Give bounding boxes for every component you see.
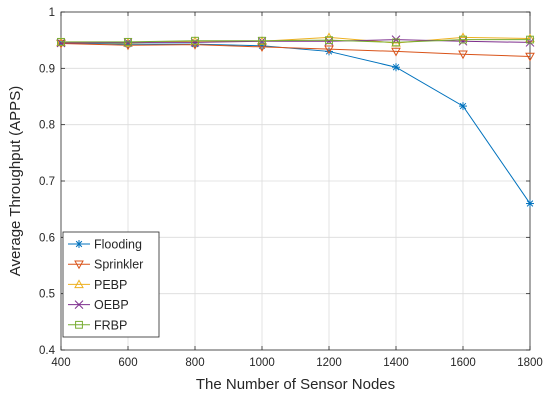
triangle-up-marker [525,33,535,43]
square-marker [258,36,266,45]
x-tick-label: 800 [185,357,204,369]
series-line [60,42,531,204]
x-tick-label: 1600 [450,357,476,369]
series-line [60,43,531,58]
x-tick-label: 1800 [517,357,543,369]
asterisk-marker [526,199,534,208]
y-tick-label: 0.8 [39,120,55,132]
series-group [56,32,535,208]
series-line [61,39,530,43]
triangle-down-marker [56,39,66,49]
asterisk-marker [392,63,400,72]
x-tick-label: 1400 [383,357,409,369]
legend: Flooding Sprinkler PEBP OEBP FRBP [62,231,160,338]
asterisk-marker [75,240,83,248]
series-line [60,39,531,44]
x-tick-label: 400 [51,357,70,369]
square-marker [325,36,333,45]
triangle-down-marker [525,52,535,62]
legend-label: Flooding [94,238,142,252]
x-marker [74,300,84,309]
square-marker [526,35,534,44]
square-marker [459,35,467,44]
square-marker [75,320,83,329]
square-marker [124,37,132,46]
legend-item: PEBP [68,278,127,292]
series-oebp [56,35,535,48]
legend-item: OEBP [68,298,129,312]
triangle-down-marker [391,47,401,57]
triangle-down-marker [324,45,334,55]
asterisk-marker [459,102,467,111]
triangle-down-marker [458,50,468,60]
legend-label: Sprinkler [94,258,143,272]
x-axis-title: The Number of Sensor Nodes [196,376,395,393]
square-marker [57,37,65,46]
square-marker [191,36,199,45]
y-tick-label: 0.7 [39,176,55,188]
x-tick-label: 1000 [249,357,275,369]
legend-item: Flooding [68,238,142,252]
x-tick-label: 1200 [316,357,342,369]
triangle-down-marker [74,260,84,270]
y-tick-label: 1 [49,7,55,19]
y-axis-title: Average Throughput (APPS) [7,86,24,276]
legend-label: FRBP [94,318,127,332]
legend-item: FRBP [68,318,127,332]
y-tick-label: 0.5 [39,289,55,301]
series-flooding [57,38,534,208]
x-marker [190,38,200,47]
square-marker [392,38,400,47]
y-tick-label: 0.9 [39,63,55,75]
x-marker [458,36,468,46]
legend-label: OEBP [94,298,129,312]
triangle-up-marker [458,32,468,42]
legend-item: Sprinkler [68,258,143,272]
series-frbp [57,35,534,47]
legend-label: PEBP [94,278,127,292]
x-tick-label: 600 [118,357,137,369]
axis-ticks: 400 600 800 1000 1200 1400 1600 1800 0.4 0.5 0.6 0.… [39,7,543,369]
y-tick-label: 0.6 [39,232,55,244]
triangle-up-marker [74,279,84,289]
y-tick-label: 0.4 [39,345,56,357]
